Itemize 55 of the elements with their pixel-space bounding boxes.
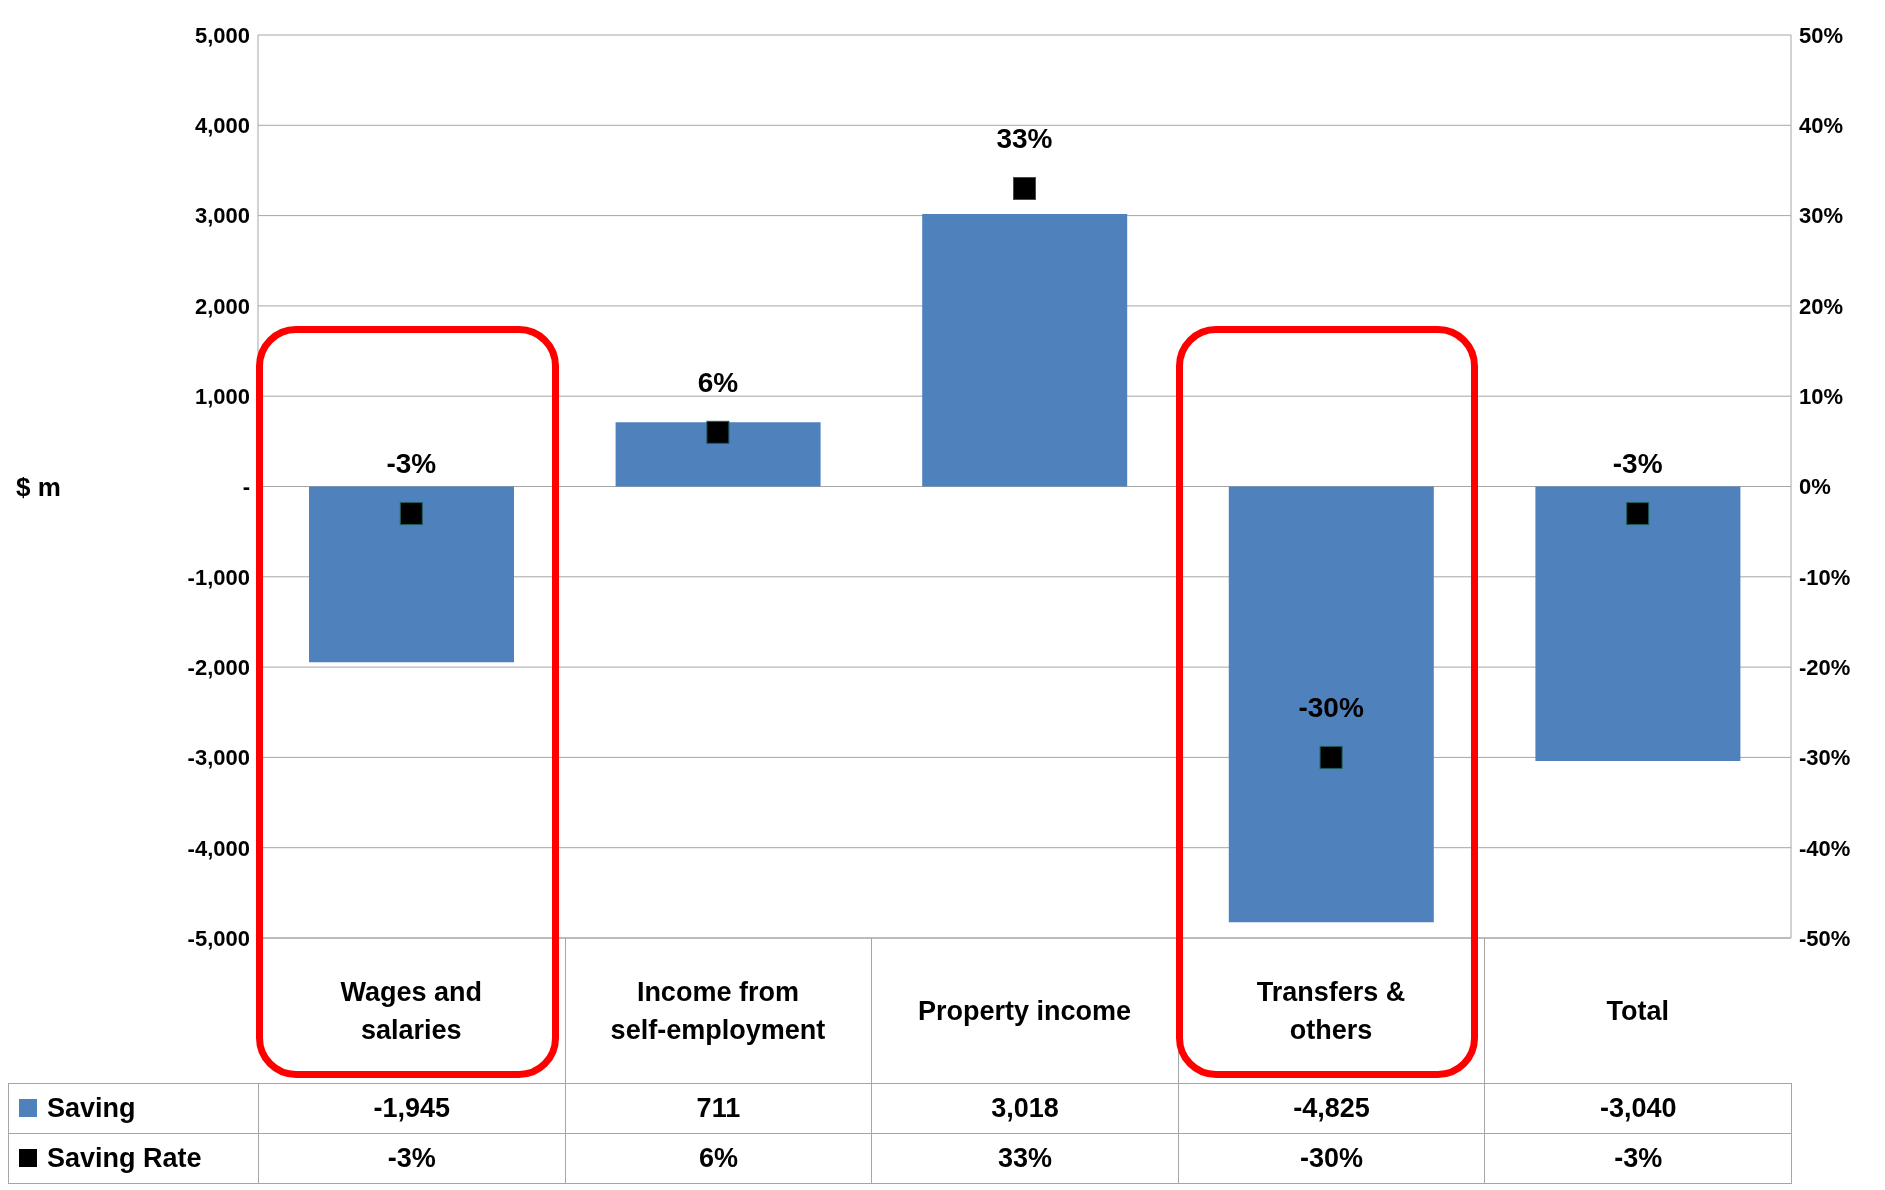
bar — [615, 422, 821, 487]
point — [706, 420, 730, 444]
y2-tick-label: -50% — [1799, 925, 1851, 951]
y2-tick-label: -20% — [1799, 654, 1851, 680]
data-label: 711 — [565, 1083, 872, 1134]
legend-label: Saving Rate — [8, 1133, 259, 1184]
x-tick-label: Wages and salaries — [340, 976, 483, 1045]
y-tick-label: 5,000 — [194, 22, 250, 48]
y2-tick-label: 30% — [1799, 203, 1844, 229]
text: 33% — [996, 123, 1053, 154]
bar — [922, 213, 1128, 487]
y2-tick-label: -30% — [1799, 745, 1851, 771]
text: -3% — [386, 448, 437, 480]
point — [1013, 177, 1036, 201]
data-label: -1,945 — [258, 1083, 566, 1134]
data-label: -4,825 — [1178, 1083, 1485, 1134]
data-label: 6% — [565, 1133, 872, 1184]
y-tick-label: -1,000 — [187, 564, 250, 590]
y2-tick-label: 0% — [1799, 474, 1831, 500]
y-tick-label: 1,000 — [194, 384, 250, 410]
y-tick-label: -4,000 — [187, 835, 250, 861]
point — [1319, 745, 1343, 769]
y-tick-label: 3,000 — [194, 203, 250, 229]
x-tick-label: Income from self-employment — [610, 976, 826, 1045]
data-label: -30% — [1178, 1133, 1485, 1184]
x-tick-label: Transfers & others — [1256, 976, 1406, 1045]
y-tick-label: - — [242, 474, 250, 500]
bar — [309, 486, 514, 663]
y-tick-label: -5,000 — [187, 925, 250, 951]
y2-tick-label: 10% — [1799, 384, 1844, 410]
bar — [1228, 486, 1434, 923]
x-tick-label: Total — [1606, 995, 1669, 1026]
y-tick-label: 4,000 — [194, 113, 250, 139]
point — [399, 502, 423, 526]
point — [1626, 502, 1650, 526]
data-label: 3,018 — [871, 1083, 1179, 1134]
y-axis-title: $ m — [16, 471, 61, 502]
text: 6% — [697, 366, 739, 398]
bar — [1535, 486, 1741, 762]
legend-label: Saving — [8, 1083, 259, 1134]
y-tick-label: -2,000 — [187, 654, 250, 680]
y2-tick-label: 20% — [1799, 293, 1844, 319]
text: -3% — [1612, 448, 1663, 480]
y2-tick-label: -40% — [1799, 835, 1851, 861]
data-label: -3% — [1484, 1133, 1792, 1184]
data-label: -3% — [258, 1133, 566, 1184]
y-tick-label: 2,000 — [194, 293, 250, 319]
y2-tick-label: 50% — [1799, 22, 1844, 48]
y2-tick-label: 40% — [1799, 113, 1844, 139]
data-label: -3,040 — [1484, 1083, 1792, 1134]
x-tick-label: Property income — [917, 995, 1132, 1026]
y-tick-label: -3,000 — [187, 745, 250, 771]
data-label: 33% — [871, 1133, 1179, 1184]
y2-tick-label: -10% — [1799, 564, 1851, 590]
text: -30% — [1298, 691, 1364, 723]
